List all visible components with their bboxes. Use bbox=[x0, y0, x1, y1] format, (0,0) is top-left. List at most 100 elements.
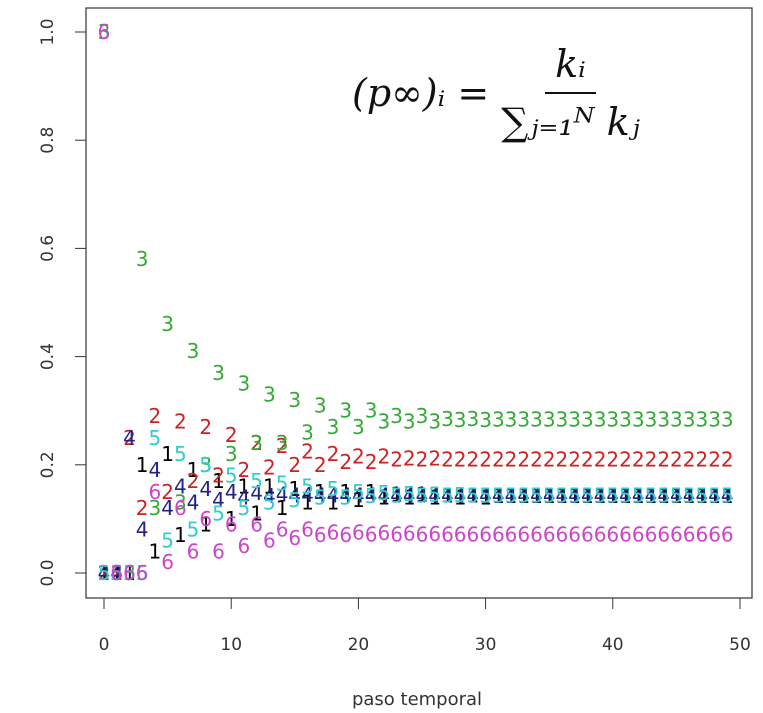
data-point-3: 3 bbox=[517, 407, 530, 431]
data-point-3: 3 bbox=[288, 388, 301, 412]
data-point-5: 5 bbox=[441, 484, 454, 508]
data-point-2: 2 bbox=[479, 447, 492, 471]
data-point-4: 4 bbox=[670, 484, 683, 508]
data-point-4: 4 bbox=[416, 484, 429, 508]
data-point-5: 5 bbox=[606, 484, 619, 508]
data-point-6: 6 bbox=[517, 523, 530, 547]
data-point-1: 1 bbox=[594, 484, 607, 508]
data-point-6: 6 bbox=[441, 523, 454, 547]
data-point-4: 4 bbox=[238, 485, 251, 509]
data-point-1: 1 bbox=[327, 491, 340, 515]
x-tick-label: 10 bbox=[220, 635, 242, 655]
data-point-4: 4 bbox=[645, 484, 658, 508]
data-point-6: 6 bbox=[403, 522, 416, 546]
y-tick-label: 0.8 bbox=[38, 127, 58, 154]
data-point-5: 5 bbox=[695, 484, 708, 508]
data-point-5: 5 bbox=[543, 484, 556, 508]
y-tick-label: 1.0 bbox=[38, 18, 58, 45]
data-point-6: 6 bbox=[670, 523, 683, 547]
data-point-1: 1 bbox=[403, 485, 416, 509]
data-point-3: 3 bbox=[314, 393, 327, 417]
data-point-6: 6 bbox=[238, 534, 251, 558]
data-point-1: 1 bbox=[454, 485, 467, 509]
data-point-6: 6 bbox=[543, 523, 556, 547]
data-point-3: 3 bbox=[263, 382, 276, 406]
data-point-4: 4 bbox=[339, 484, 352, 508]
data-point-6: 6 bbox=[695, 523, 708, 547]
data-point-1: 1 bbox=[314, 480, 327, 504]
data-point-6: 6 bbox=[377, 521, 390, 545]
data-point-2: 2 bbox=[670, 447, 683, 471]
data-point-6: 6 bbox=[530, 523, 543, 547]
data-point-2: 2 bbox=[467, 447, 480, 471]
data-point-6: 6 bbox=[454, 523, 467, 547]
formula-annotation: (p∞)ᵢ = kᵢ ∑ⱼ₌₁ᴺ kⱼ bbox=[352, 42, 640, 144]
y-tick-label: 0.0 bbox=[38, 559, 58, 586]
data-point-6: 6 bbox=[556, 523, 569, 547]
data-point-3: 3 bbox=[454, 408, 467, 432]
data-point-2: 2 bbox=[568, 447, 581, 471]
data-point-6: 6 bbox=[263, 529, 276, 553]
data-point-6: 6 bbox=[187, 539, 200, 563]
data-point-3: 3 bbox=[606, 407, 619, 431]
data-point-5: 5 bbox=[657, 484, 670, 508]
data-point-1: 1 bbox=[683, 484, 696, 508]
data-point-2: 2 bbox=[276, 434, 289, 458]
data-point-5: 5 bbox=[161, 529, 174, 553]
data-point-1: 1 bbox=[657, 484, 670, 508]
data-point-2: 2 bbox=[314, 453, 327, 477]
data-point-5: 5 bbox=[199, 453, 212, 477]
data-point-3: 3 bbox=[225, 442, 238, 466]
data-point-5: 5 bbox=[403, 482, 416, 506]
data-point-4: 4 bbox=[174, 474, 187, 498]
data-point-4: 4 bbox=[365, 484, 378, 508]
data-point-4: 4 bbox=[212, 488, 225, 512]
data-point-2: 2 bbox=[581, 447, 594, 471]
data-point-5: 5 bbox=[416, 484, 429, 508]
data-point-1: 1 bbox=[645, 484, 658, 508]
data-point-5: 5 bbox=[225, 464, 238, 488]
data-point-3: 3 bbox=[110, 561, 123, 585]
data-point-1: 1 bbox=[543, 484, 556, 508]
data-point-3: 3 bbox=[594, 407, 607, 431]
data-point-5: 5 bbox=[250, 469, 263, 493]
data-point-1: 1 bbox=[250, 501, 263, 525]
data-point-6: 6 bbox=[568, 523, 581, 547]
data-point-3: 3 bbox=[276, 431, 289, 455]
data-point-3: 3 bbox=[174, 491, 187, 515]
data-point-1: 1 bbox=[377, 485, 390, 509]
data-point-1: 1 bbox=[695, 484, 708, 508]
data-point-1: 1 bbox=[505, 484, 518, 508]
data-point-6: 6 bbox=[288, 526, 301, 550]
data-point-2: 2 bbox=[238, 458, 251, 482]
data-point-6: 6 bbox=[467, 523, 480, 547]
data-point-3: 3 bbox=[250, 431, 263, 455]
data-point-5: 5 bbox=[301, 474, 314, 498]
data-point-2: 2 bbox=[225, 423, 238, 447]
data-point-4: 4 bbox=[149, 458, 162, 482]
x-tick-label: 20 bbox=[348, 635, 370, 655]
data-point-2: 2 bbox=[657, 447, 670, 471]
data-point-6: 6 bbox=[123, 561, 136, 585]
data-point-5: 5 bbox=[136, 561, 149, 585]
data-point-6: 6 bbox=[594, 523, 607, 547]
data-point-1: 1 bbox=[288, 477, 301, 501]
data-point-3: 3 bbox=[149, 496, 162, 520]
data-point-3: 3 bbox=[568, 407, 581, 431]
data-point-5: 5 bbox=[708, 484, 721, 508]
data-point-6: 6 bbox=[250, 512, 263, 536]
data-point-1: 1 bbox=[708, 484, 721, 508]
data-point-5: 5 bbox=[594, 484, 607, 508]
data-point-1: 1 bbox=[187, 458, 200, 482]
data-point-2: 2 bbox=[632, 447, 645, 471]
data-point-1: 1 bbox=[492, 484, 505, 508]
data-point-2: 2 bbox=[416, 447, 429, 471]
data-point-2: 2 bbox=[136, 496, 149, 520]
data-point-2: 2 bbox=[695, 447, 708, 471]
data-point-4: 4 bbox=[327, 484, 340, 508]
data-point-1: 1 bbox=[225, 507, 238, 531]
data-point-4: 4 bbox=[606, 484, 619, 508]
data-point-1: 1 bbox=[238, 474, 251, 498]
